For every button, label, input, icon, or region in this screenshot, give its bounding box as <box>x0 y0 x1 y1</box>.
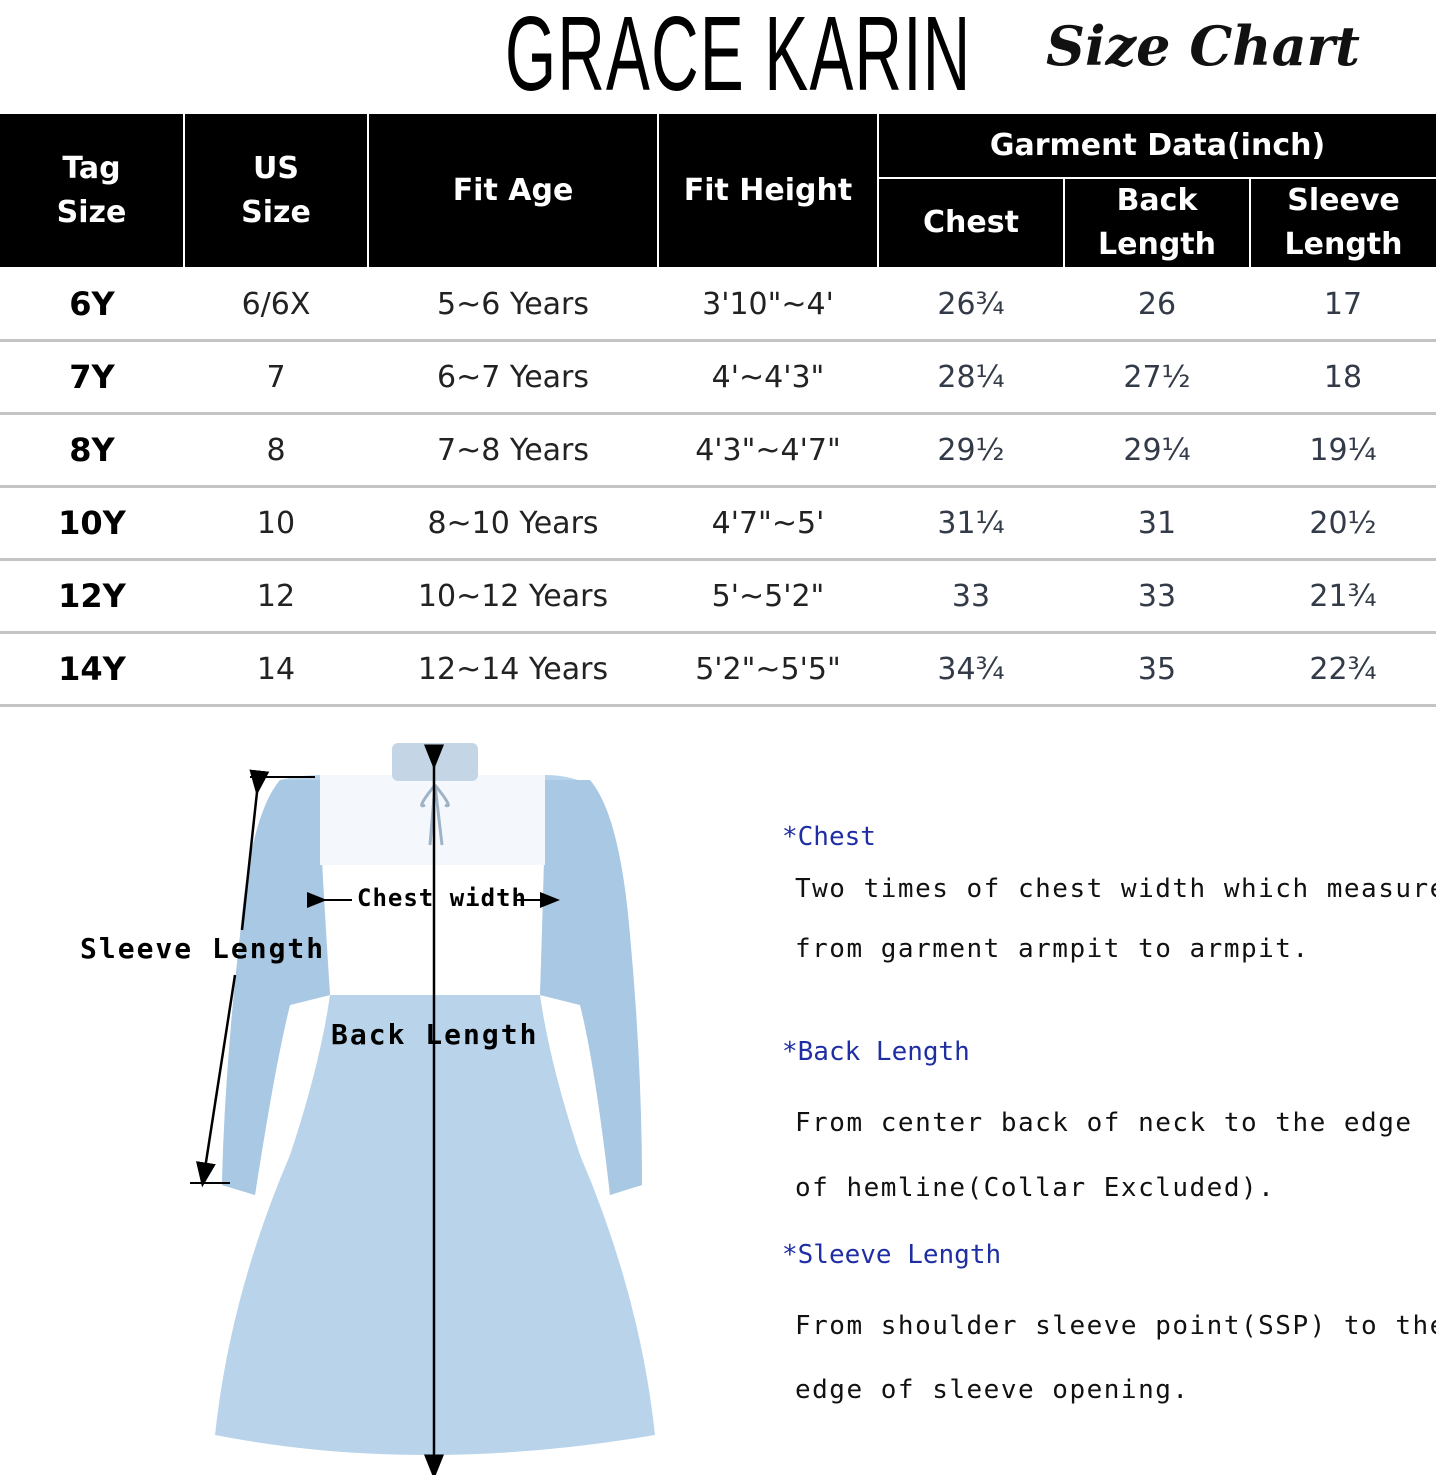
cell-sleeve: 19¼ <box>1250 413 1436 488</box>
back-note-line: of hemline(Collar Excluded). <box>795 1173 1276 1203</box>
header-us-size: US Size <box>183 114 369 269</box>
table-row: 7Y 7 6~7 Years 4'~4'3" 28¼ 27½ 18 <box>0 340 1436 415</box>
chest-width-label: Chest width <box>357 884 527 912</box>
cell-height: 4'~4'3" <box>658 340 878 415</box>
table-row: 8Y 8 7~8 Years 4'3"~4'7" 29½ 29¼ 19¼ <box>0 413 1436 488</box>
cell-tag: 12Y <box>0 559 184 634</box>
table-row: 14Y 14 12~14 Years 5'2"~5'5" 34¾ 35 22¾ <box>0 632 1436 707</box>
header-chest: Chest <box>878 178 1065 269</box>
header-tag-size: Tag Size <box>0 114 185 269</box>
cell-age: 8~10 Years <box>368 486 658 561</box>
cell-back: 33 <box>1064 559 1250 634</box>
cell-tag: 6Y <box>0 268 184 342</box>
dress-diagram <box>190 743 655 1475</box>
table-row: 6Y 6/6X 5~6 Years 3'10"~4' 26¾ 26 17 <box>0 268 1436 342</box>
chest-note-line: from garment armpit to armpit. <box>795 934 1310 964</box>
chest-note-line: Two times of chest width which measures <box>795 874 1436 904</box>
header-back-length: Back Length <box>1063 178 1251 269</box>
cell-age: 5~6 Years <box>368 268 658 342</box>
cell-back: 26 <box>1064 268 1250 342</box>
cell-height: 5'~5'2" <box>658 559 878 634</box>
cell-height: 4'3"~4'7" <box>658 413 878 488</box>
back-note-heading: *Back Length <box>782 1037 970 1067</box>
cell-sleeve: 20½ <box>1250 486 1436 561</box>
chest-note-heading: *Chest <box>782 822 876 852</box>
sleeve-arrow-bottom <box>196 974 237 1188</box>
cell-age: 12~14 Years <box>368 632 658 707</box>
cell-age: 10~12 Years <box>368 559 658 634</box>
cell-us: 14 <box>184 632 368 707</box>
cell-chest: 34¾ <box>878 632 1064 707</box>
cell-tag: 7Y <box>0 340 184 415</box>
cell-chest: 28¼ <box>878 340 1064 415</box>
header-sleeve-length: Sleeve Length <box>1248 178 1436 269</box>
header-fit-height: Fit Height <box>657 114 879 269</box>
sleeve-note-heading: *Sleeve Length <box>782 1240 1002 1270</box>
back-note-line: From center back of neck to the edge <box>795 1108 1413 1138</box>
cell-us: 7 <box>184 340 368 415</box>
cell-tag: 14Y <box>0 632 184 707</box>
cell-back: 27½ <box>1064 340 1250 415</box>
sleeve-length-label: Sleeve Length <box>80 932 326 965</box>
cell-sleeve: 21¾ <box>1250 559 1436 634</box>
header-garment-data: Garment Data(inch) <box>876 114 1436 179</box>
cell-sleeve: 22¾ <box>1250 632 1436 707</box>
cell-us: 8 <box>184 413 368 488</box>
table-row: 10Y 10 8~10 Years 4'7"~5' 31¼ 31 20½ <box>0 486 1436 561</box>
back-length-label: Back Length <box>331 1018 539 1051</box>
cell-us: 6/6X <box>184 268 368 342</box>
cell-chest: 29½ <box>878 413 1064 488</box>
cell-sleeve: 18 <box>1250 340 1436 415</box>
cell-sleeve: 17 <box>1250 268 1436 342</box>
cell-chest: 26¾ <box>878 268 1064 342</box>
cell-tag: 10Y <box>0 486 184 561</box>
table-row: 12Y 12 10~12 Years 5'~5'2" 33 33 21¾ <box>0 559 1436 634</box>
cell-back: 31 <box>1064 486 1250 561</box>
size-table: Tag Size US Size Fit Age Fit Height Garm… <box>0 114 1436 707</box>
cell-tag: 8Y <box>0 413 184 488</box>
cell-chest: 33 <box>878 559 1064 634</box>
cell-back: 29¼ <box>1064 413 1250 488</box>
cell-us: 12 <box>184 559 368 634</box>
sleeve-note-line: edge of sleeve opening. <box>795 1375 1190 1405</box>
cell-age: 6~7 Years <box>368 340 658 415</box>
page-title: Size Chart <box>1046 14 1360 78</box>
header-fit-age: Fit Age <box>367 114 659 269</box>
cell-height: 3'10"~4' <box>658 268 878 342</box>
sleeve-arrow-top <box>240 769 270 931</box>
cell-height: 4'7"~5' <box>658 486 878 561</box>
cell-age: 7~8 Years <box>368 413 658 488</box>
sleeve-note-line: From shoulder sleeve point(SSP) to the <box>795 1311 1436 1341</box>
cell-us: 10 <box>184 486 368 561</box>
cell-chest: 31¼ <box>878 486 1064 561</box>
brand-logo: GRACE KARIN <box>505 0 972 113</box>
cell-back: 35 <box>1064 632 1250 707</box>
cell-height: 5'2"~5'5" <box>658 632 878 707</box>
